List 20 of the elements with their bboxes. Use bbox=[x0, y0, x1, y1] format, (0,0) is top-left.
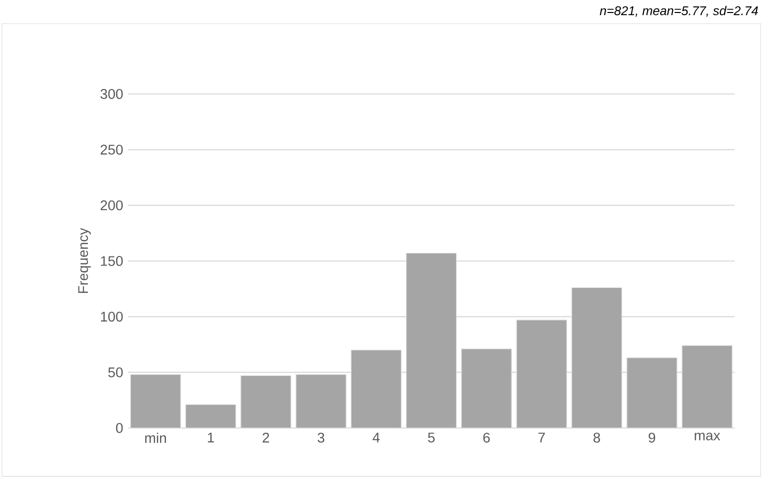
y-tick-label: 150 bbox=[101, 256, 123, 266]
chart-subtitle: n=821, mean=5.77, sd=2.74 bbox=[600, 6, 758, 17]
y-axis-title: Frequency bbox=[78, 228, 91, 293]
x-tick-label: 6 bbox=[483, 432, 490, 443]
x-tick-label: min bbox=[145, 432, 166, 443]
x-tick-label: max bbox=[694, 432, 720, 440]
x-tick-label: 9 bbox=[648, 432, 656, 443]
y-tick-label: 200 bbox=[100, 200, 123, 210]
x-tick-label: 8 bbox=[594, 432, 600, 443]
x-tick-label: 2 bbox=[262, 432, 270, 442]
x-tick-label: 1 bbox=[208, 432, 214, 442]
y-tick-label: 300 bbox=[100, 89, 123, 99]
x-tick-label: 4 bbox=[372, 432, 380, 442]
y-tick-label: 50 bbox=[108, 367, 123, 378]
x-tick-label: 3 bbox=[318, 432, 324, 443]
y-tick-label: 0 bbox=[116, 423, 123, 433]
x-tick-label: 7 bbox=[538, 432, 545, 442]
y-tick-label: 100 bbox=[101, 312, 123, 322]
x-tick-label: 5 bbox=[428, 432, 435, 442]
y-tick-label: 250 bbox=[100, 144, 123, 155]
